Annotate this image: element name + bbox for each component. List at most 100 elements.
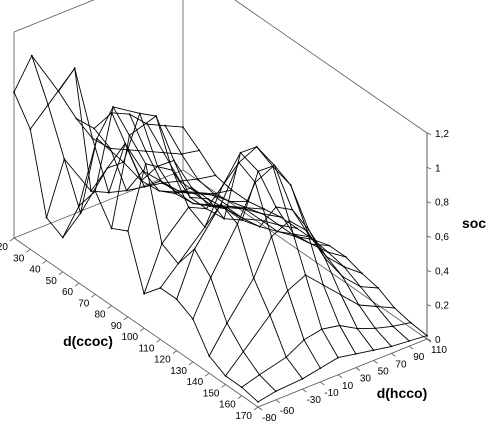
surface-point [106, 167, 109, 170]
surface-point [112, 106, 114, 108]
surface-point [285, 356, 288, 359]
mesh-line-y [58, 67, 303, 380]
surface-point [223, 217, 226, 220]
surface-point [221, 184, 224, 187]
surface-point [189, 196, 192, 199]
x-tick-label: 50 [46, 276, 58, 287]
surface-point [323, 257, 326, 259]
surface-point [338, 324, 341, 327]
z-tick-label: 0 [435, 335, 441, 346]
mesh-line-y [164, 125, 410, 342]
surface-point [359, 285, 362, 288]
z-tick-label: 0,4 [435, 266, 449, 277]
surface-point [127, 230, 129, 232]
surface-point [358, 304, 360, 306]
surface-point [361, 272, 363, 275]
surface-point [79, 212, 82, 215]
mesh-line-x [192, 165, 363, 320]
surface-point [255, 145, 258, 148]
back-wall-edge [13, 0, 428, 339]
surface-point [409, 321, 412, 324]
surface-point [239, 151, 242, 154]
surface-point [372, 349, 375, 352]
y-tick-label: -30 [306, 395, 321, 406]
y-tick-label: 50 [378, 366, 390, 377]
x-tick-mark [139, 327, 145, 332]
tick-labels: 00,20,40,60,811,220304050607080901001101… [0, 129, 449, 424]
surface-point [257, 401, 259, 403]
surface-point [312, 238, 314, 241]
mesh-line-x [257, 335, 428, 403]
surface-point [208, 355, 211, 357]
y-axis-title: d(hcco) [377, 385, 428, 401]
y-tick-label: 30 [360, 374, 372, 385]
mesh-line-x [111, 115, 281, 229]
mesh-line-y [111, 112, 357, 355]
y-tick-label: -80 [262, 413, 277, 424]
surface-point [57, 90, 60, 93]
surface-point [288, 219, 291, 222]
surface-point [226, 206, 229, 209]
x-tick-label: 90 [111, 321, 123, 332]
surface-point [93, 127, 95, 130]
x-tick-label: 120 [154, 355, 171, 366]
mesh-line-x [241, 322, 411, 388]
x-tick-mark [74, 282, 80, 287]
surface-point [144, 162, 147, 165]
surface-point [146, 123, 149, 126]
surface-point [158, 189, 161, 192]
z-tick-label: 0,8 [435, 198, 449, 209]
surface-point [164, 124, 167, 127]
surface-point [61, 236, 64, 239]
surface-point [29, 128, 32, 131]
x-tick-label: 170 [235, 411, 252, 422]
z-tick-mark [426, 166, 432, 170]
surface-point [356, 327, 359, 330]
surface-point [328, 244, 331, 247]
surface-point [296, 227, 298, 230]
surface-point [273, 164, 276, 167]
surface-point [320, 328, 323, 331]
mesh-line-y [93, 128, 339, 358]
surface-point [252, 277, 255, 279]
surface-point [75, 117, 78, 120]
surface-point [337, 356, 339, 359]
surface-point [193, 248, 196, 251]
surface-point [377, 287, 380, 289]
surface-point [269, 314, 271, 316]
surface-point [196, 178, 199, 181]
surface-point [140, 179, 143, 182]
x-tick-label: 160 [219, 400, 236, 411]
surface-point [128, 113, 131, 116]
x-tick-label: 30 [13, 253, 25, 264]
surface-point [73, 67, 76, 70]
surface-point [294, 235, 297, 238]
x-tick-label: 110 [138, 343, 154, 354]
surface-point [374, 327, 377, 330]
surface-point [161, 182, 164, 185]
mesh-line-y [129, 114, 374, 351]
z-tick-label: 1 [435, 163, 441, 174]
surface-point [107, 191, 110, 194]
surface-point [270, 235, 273, 238]
x-tick-label: 140 [187, 377, 204, 388]
surface-point [390, 345, 393, 348]
surface-point [260, 219, 263, 222]
surface-point [143, 185, 146, 188]
x-tick-mark [26, 248, 31, 253]
x-tick-mark [107, 305, 112, 309]
surface-point [193, 192, 196, 195]
surface-point [195, 191, 198, 194]
surface-point [272, 165, 274, 168]
surface-point [245, 206, 248, 209]
surface-point [229, 200, 232, 203]
surface-point [180, 153, 183, 156]
mesh-line-x [13, 54, 184, 130]
surface-point [171, 169, 174, 172]
surface-point [207, 197, 209, 200]
surface-point [341, 275, 344, 278]
surface-point [289, 184, 292, 187]
y-tick-mark [320, 381, 325, 386]
surface-point [198, 149, 201, 152]
surface-point [125, 189, 128, 192]
